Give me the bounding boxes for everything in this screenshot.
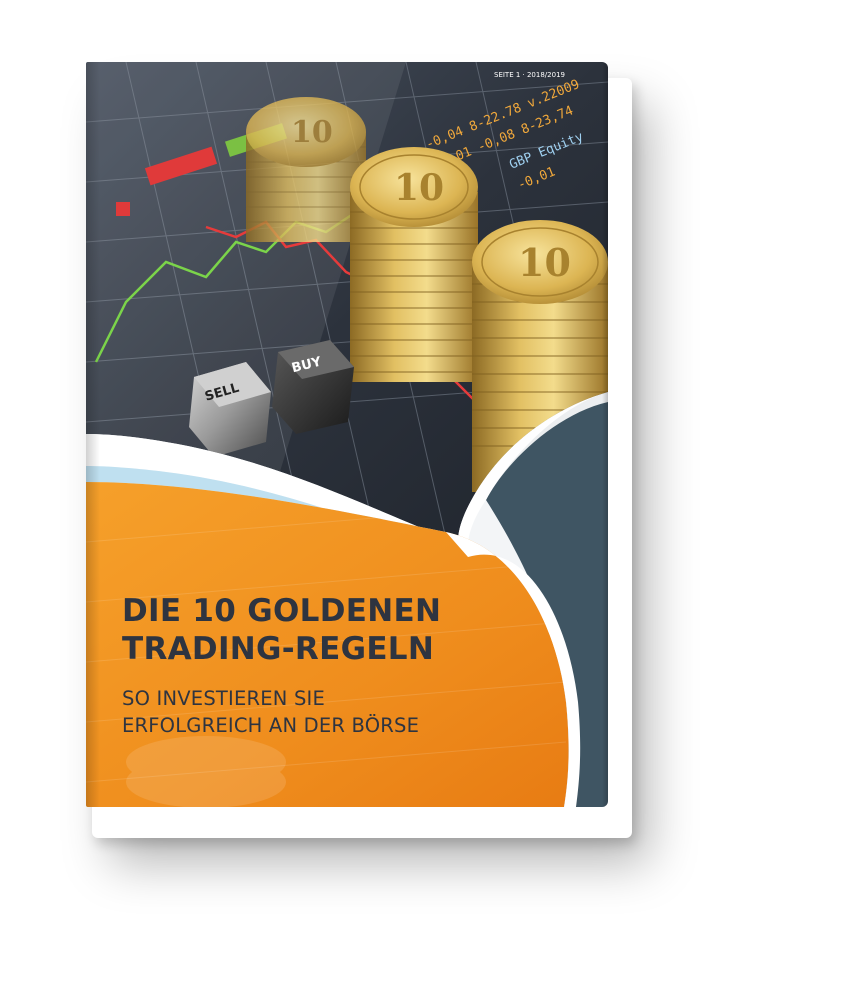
cover-title: DIE 10 GOLDENEN TRADING-REGELN <box>122 592 562 668</box>
blue-swoosh-middle <box>86 466 468 557</box>
page-edge <box>602 62 608 807</box>
title-line-1: DIE 10 GOLDENEN <box>122 593 442 629</box>
subtitle-line-2: ERFOLGREICH AN DER BÖRSE <box>122 714 420 737</box>
sell-die: SELL <box>189 362 271 457</box>
cover-subtitle: SO INVESTIEREN SIE ERFOLGREICH AN DER BÖ… <box>122 685 562 739</box>
subtitle-line-1: SO INVESTIEREN SIE <box>122 687 325 710</box>
white-edge-right <box>446 532 581 807</box>
title-line-2: TRADING-REGELN <box>122 631 435 667</box>
buy-die: BUY <box>272 340 354 434</box>
coin-value-front: 10 <box>518 240 571 285</box>
coin-stack-middle: 10 <box>350 147 478 382</box>
corner-label: SEITE 1 · 2018/2019 <box>494 71 565 79</box>
buy-label: BUY <box>290 354 323 376</box>
coin-value-middle: 10 <box>394 167 444 209</box>
cover-artwork: -0,04 8-22.78 v.22009 -0,01 -0,08 8-23,7… <box>86 62 608 807</box>
coin-value-back: 10 <box>291 115 333 150</box>
booklet-cover: -0,04 8-22.78 v.22009 -0,01 -0,08 8-23,7… <box>86 62 608 807</box>
coin-stack-back: 10 <box>246 97 366 242</box>
